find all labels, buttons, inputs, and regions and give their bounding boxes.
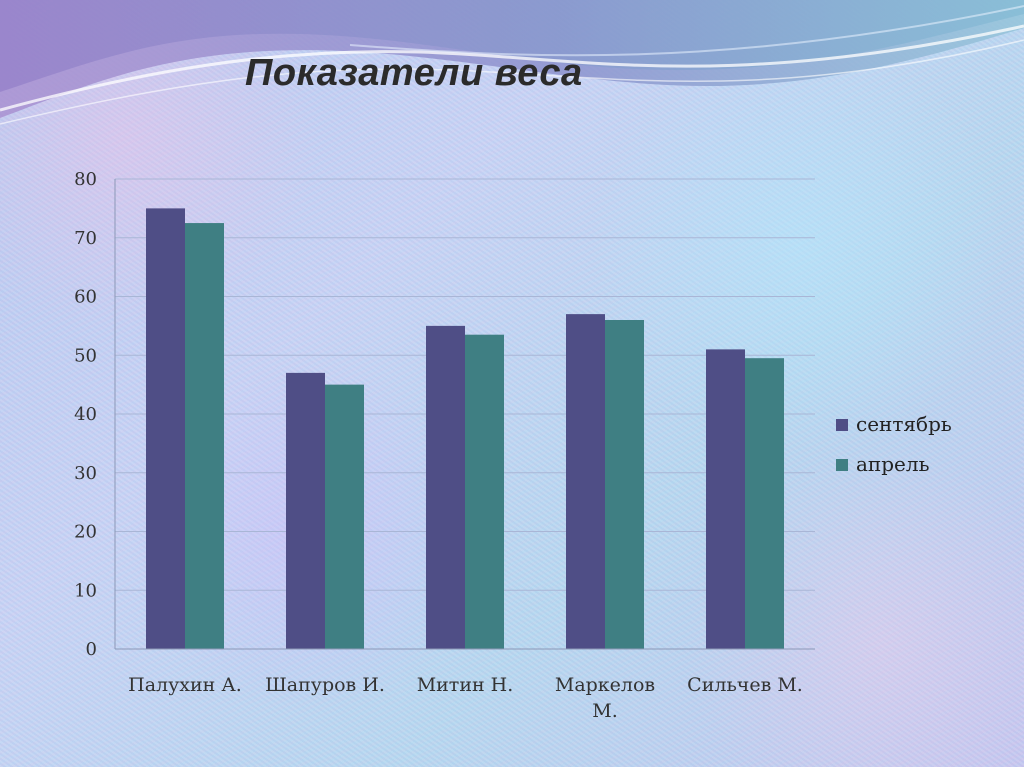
y-tick-label: 20 — [74, 522, 97, 543]
legend-swatch-april — [836, 459, 848, 471]
x-category-label: Сильчев М. — [687, 674, 803, 696]
y-tick-label: 40 — [74, 404, 97, 425]
x-category-label: Митин Н. — [417, 674, 514, 696]
slide-title: Показатели веса — [245, 52, 583, 94]
bar-april-5 — [745, 358, 784, 649]
bar-april-1 — [185, 223, 224, 649]
legend-swatch-september — [836, 419, 848, 431]
bar-april-2 — [325, 384, 364, 649]
bar-september-1 — [146, 208, 185, 649]
x-category-label: Шапуров И. — [265, 674, 385, 696]
y-tick-label: 0 — [86, 639, 97, 660]
y-tick-label: 50 — [74, 345, 97, 366]
bar-september-5 — [706, 349, 745, 649]
y-tick-label: 60 — [74, 287, 97, 308]
legend: сентябрь апрель — [836, 412, 952, 476]
legend-label-april: апрель — [856, 452, 930, 476]
legend-label-september: сентябрь — [856, 412, 952, 436]
bar-april-4 — [605, 320, 644, 649]
bar-september-4 — [566, 314, 605, 649]
bar-april-3 — [465, 334, 504, 649]
bar-september-3 — [426, 325, 465, 649]
y-tick-label: 80 — [74, 169, 97, 190]
bars — [146, 208, 784, 649]
y-tick-label: 70 — [74, 228, 97, 249]
x-axis: Палухин А. Шапуров И. Митин Н. Маркелов М. Си… — [115, 648, 815, 722]
y-tick-label: 30 — [74, 463, 97, 484]
x-category-label: Маркелов М. — [555, 674, 655, 722]
x-category-label: Палухин А. — [128, 674, 242, 696]
bar-september-2 — [286, 372, 325, 649]
y-axis: 0 10 20 30 40 50 60 70 80 — [74, 169, 116, 660]
y-tick-label: 10 — [74, 580, 97, 601]
